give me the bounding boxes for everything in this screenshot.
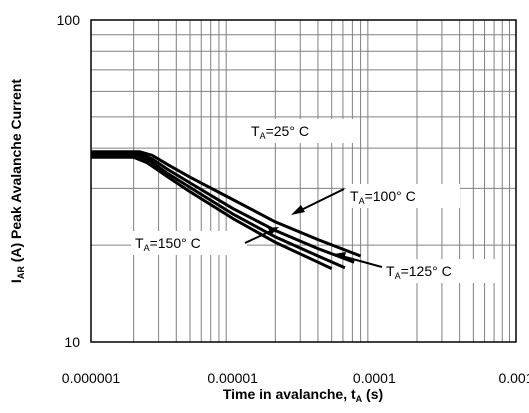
series-line-1: [91, 152, 355, 264]
arrowhead-125: [334, 252, 346, 260]
y-tick-label: 100: [57, 12, 81, 28]
arrow-125: [337, 254, 383, 268]
y-axis-title: IAR (A) Peak Avalanche Current: [8, 79, 26, 283]
series-line-0: [91, 150, 362, 258]
series-label-125: TA=125° C: [386, 263, 452, 281]
x-tick-label: 0.000001: [62, 370, 121, 386]
label-bg-25: [247, 119, 353, 143]
arrowhead-100: [291, 205, 305, 215]
x-tick-label: 0.00001: [207, 370, 258, 386]
label-bg-100: [346, 184, 460, 208]
series-label-150: TA=150° C: [135, 235, 201, 253]
series-label-100: TA=100° C: [350, 188, 416, 206]
series-label-25: TA=25° C: [251, 123, 309, 141]
x-tick-label: 0.001: [498, 370, 529, 386]
series-layer: [91, 150, 362, 270]
plot-frame: [90, 19, 517, 343]
series-line-3: [91, 155, 333, 270]
label-bg-150: [131, 231, 247, 255]
arrowhead-150: [268, 227, 279, 235]
x-tick-label: 0.0001: [353, 370, 396, 386]
y-tick-label: 10: [64, 334, 80, 350]
annotations: TA=25° C TA=100° C TA=150° C TA=125° C: [131, 119, 496, 283]
ticks-layer: 0.000001 0.00001 0.0001 0.001 10 100: [57, 12, 529, 386]
label-bg-125: [382, 259, 496, 283]
x-axis-title: Time in avalanche, tA (s): [223, 386, 383, 404]
grid-layer: [91, 20, 516, 342]
series-line-2: [91, 153, 346, 270]
